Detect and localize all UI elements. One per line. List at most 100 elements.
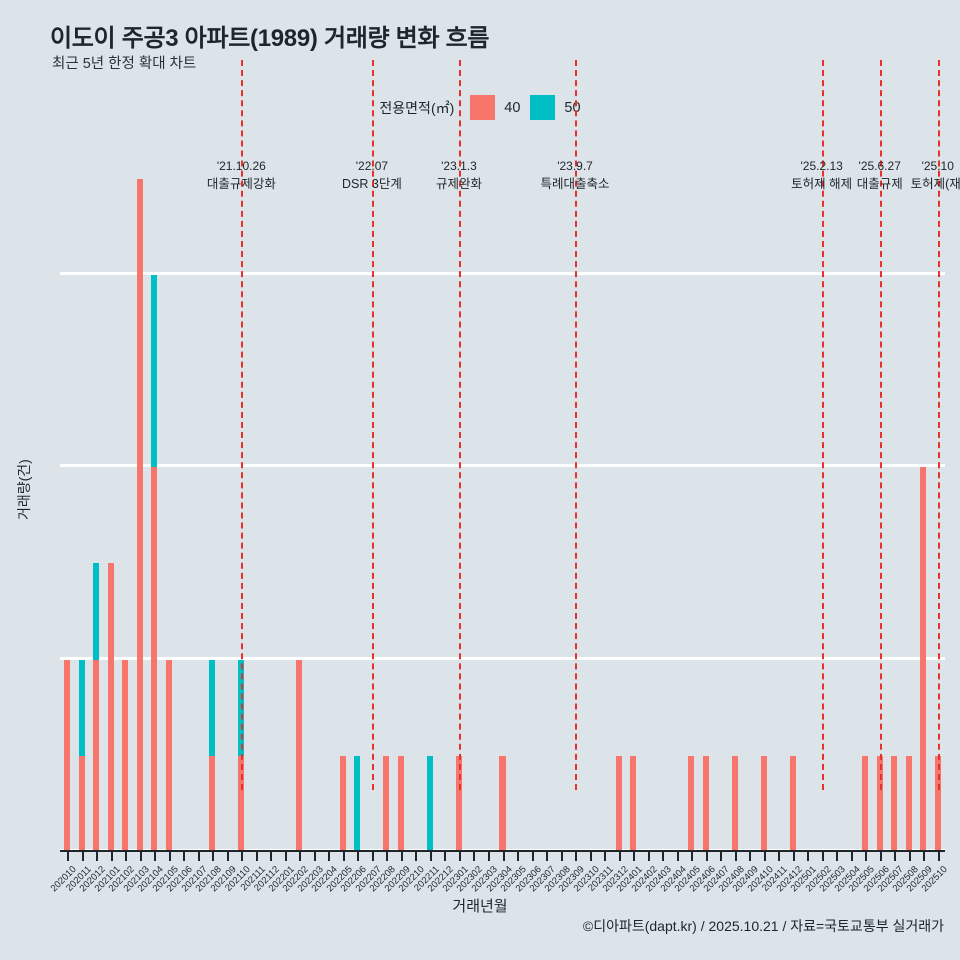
bar-202208-40[interactable]: [383, 755, 390, 852]
bar-202104-50[interactable]: [151, 274, 158, 468]
page-subtitle: 최근 5년 한정 확대 차트: [52, 56, 197, 72]
bar-202202-40[interactable]: [296, 659, 303, 852]
x-tick-mark-202106: [183, 852, 186, 861]
x-tick-mark-202205: [342, 852, 345, 861]
event-line-202506: [879, 60, 882, 790]
bar-202301-40[interactable]: [455, 755, 462, 852]
x-tick-mark-202309: [575, 852, 578, 861]
x-tick-mark-202101: [110, 852, 113, 861]
bar-202506-40[interactable]: [876, 755, 883, 852]
bar-202103-40[interactable]: [136, 178, 143, 852]
bar-202412-40[interactable]: [789, 755, 796, 852]
bar-202508-40[interactable]: [905, 755, 912, 852]
x-tick-mark-202104: [154, 852, 157, 861]
x-tick-mark-202310: [589, 852, 592, 861]
bar-202410-40[interactable]: [760, 755, 767, 852]
bar-series-container: [60, 140, 945, 852]
x-tick-mark-202501: [807, 852, 810, 861]
bar-202505-40[interactable]: [862, 755, 869, 852]
bar-202312-40[interactable]: [615, 755, 622, 852]
event-name-202309: 특례대출축소: [540, 177, 610, 192]
event-line-202309: [575, 60, 578, 790]
bar-202010-40[interactable]: [64, 659, 71, 852]
bar-202304-40[interactable]: [499, 755, 506, 852]
event-date-202110: '21.10.26: [216, 159, 266, 173]
event-name-202502: 토허제 해제: [791, 177, 853, 192]
x-tick-mark-202303: [487, 852, 490, 861]
bar-202408-40[interactable]: [731, 755, 738, 852]
bar-202206-50[interactable]: [354, 755, 361, 852]
bar-202108-40[interactable]: [209, 755, 216, 852]
x-tick-mark-202301: [458, 852, 461, 861]
event-line-202110: [241, 60, 244, 790]
bar-202209-40[interactable]: [397, 755, 404, 852]
event-name-202301: 규제완화: [435, 177, 482, 192]
legend-item-50[interactable]: 50: [530, 95, 581, 120]
event-name-202207: DSR 3단계: [342, 177, 402, 192]
gridline-2: [60, 656, 945, 660]
x-tick-mark-202304: [502, 852, 505, 861]
x-tick-mark-202311: [604, 852, 607, 861]
x-tick-mark-202211: [429, 852, 432, 861]
bar-202211-50[interactable]: [426, 755, 433, 852]
bar-202105-40[interactable]: [165, 659, 172, 852]
bar-202108-50[interactable]: [209, 659, 216, 756]
bar-202405-40[interactable]: [688, 755, 695, 852]
x-tick-mark-202308: [560, 852, 563, 861]
bar-202011-40[interactable]: [78, 755, 85, 852]
bar-202011-50[interactable]: [78, 659, 85, 756]
bar-202509-40[interactable]: [920, 467, 927, 852]
bar-202205-40[interactable]: [339, 755, 346, 852]
x-tick-mark-202103: [139, 852, 142, 861]
x-tick-mark-202111: [255, 852, 258, 861]
bar-202104-40[interactable]: [151, 467, 158, 852]
y-axis-title: 거래량(건): [16, 459, 32, 520]
bar-202510-40[interactable]: [934, 755, 941, 852]
x-tick-mark-202403: [662, 852, 665, 861]
x-tick-mark-202406: [705, 852, 708, 861]
x-tick-mark-202202: [299, 852, 302, 861]
x-tick-mark-202411: [778, 852, 781, 861]
x-tick-mark-202312: [618, 852, 621, 861]
bar-202110-40[interactable]: [238, 755, 245, 852]
event-date-202309: '23.9.7: [557, 159, 593, 173]
bar-202012-40[interactable]: [93, 659, 100, 852]
event-date-202506: '25.6.27: [858, 159, 901, 173]
bar-202012-50[interactable]: [93, 563, 100, 660]
x-tick-mark-202208: [386, 852, 389, 861]
event-line-202301: [458, 60, 461, 790]
bar-202101-40[interactable]: [107, 563, 114, 852]
bar-202406-40[interactable]: [702, 755, 709, 852]
x-tick-mark-202201: [284, 852, 287, 861]
event-date-202502: '25.2.13: [800, 159, 843, 173]
event-name-202506: 대출규제: [856, 177, 903, 192]
x-tick-mark-202505: [865, 852, 868, 861]
bar-202102-40[interactable]: [122, 659, 129, 852]
x-tick-mark-202405: [691, 852, 694, 861]
event-label-202110: '21.10.26 대출규제강화: [207, 158, 276, 194]
x-tick-mark-202506: [879, 852, 882, 861]
x-axis-title: 거래년월: [452, 898, 508, 915]
event-date-202301: '23.1.3: [441, 159, 477, 173]
legend-label-40: 40: [504, 99, 521, 116]
event-line-202510: [937, 60, 940, 790]
x-tick-mark-202306: [531, 852, 534, 861]
x-tick-mark-202409: [749, 852, 752, 861]
x-tick-mark-202503: [836, 852, 839, 861]
bar-202401-40[interactable]: [630, 755, 637, 852]
x-tick-mark-202407: [720, 852, 723, 861]
event-label-202301: '23.1.3 규제완화: [436, 158, 482, 194]
event-name-202510: 토허제(재): [910, 177, 960, 192]
x-tick-mark-202212: [444, 852, 447, 861]
legend-item-40[interactable]: 40: [470, 95, 520, 120]
x-tick-mark-202302: [473, 852, 476, 861]
event-label-202207: '22.07 DSR 3단계: [342, 158, 402, 194]
bar-202507-40[interactable]: [891, 755, 898, 852]
chart-legend: 전용면적(㎡) 40 50: [0, 95, 960, 120]
plot-area: [60, 60, 945, 861]
x-tick-mark-202401: [633, 852, 636, 861]
footer-credit: ©디아파트(dapt.kr) / 2025.10.21 / 자료=국토교통부 실…: [582, 918, 944, 934]
legend-title: 전용면적(㎡): [379, 99, 455, 116]
event-date-202207: '22.07: [355, 159, 389, 173]
bar-202110-50[interactable]: [238, 659, 245, 756]
